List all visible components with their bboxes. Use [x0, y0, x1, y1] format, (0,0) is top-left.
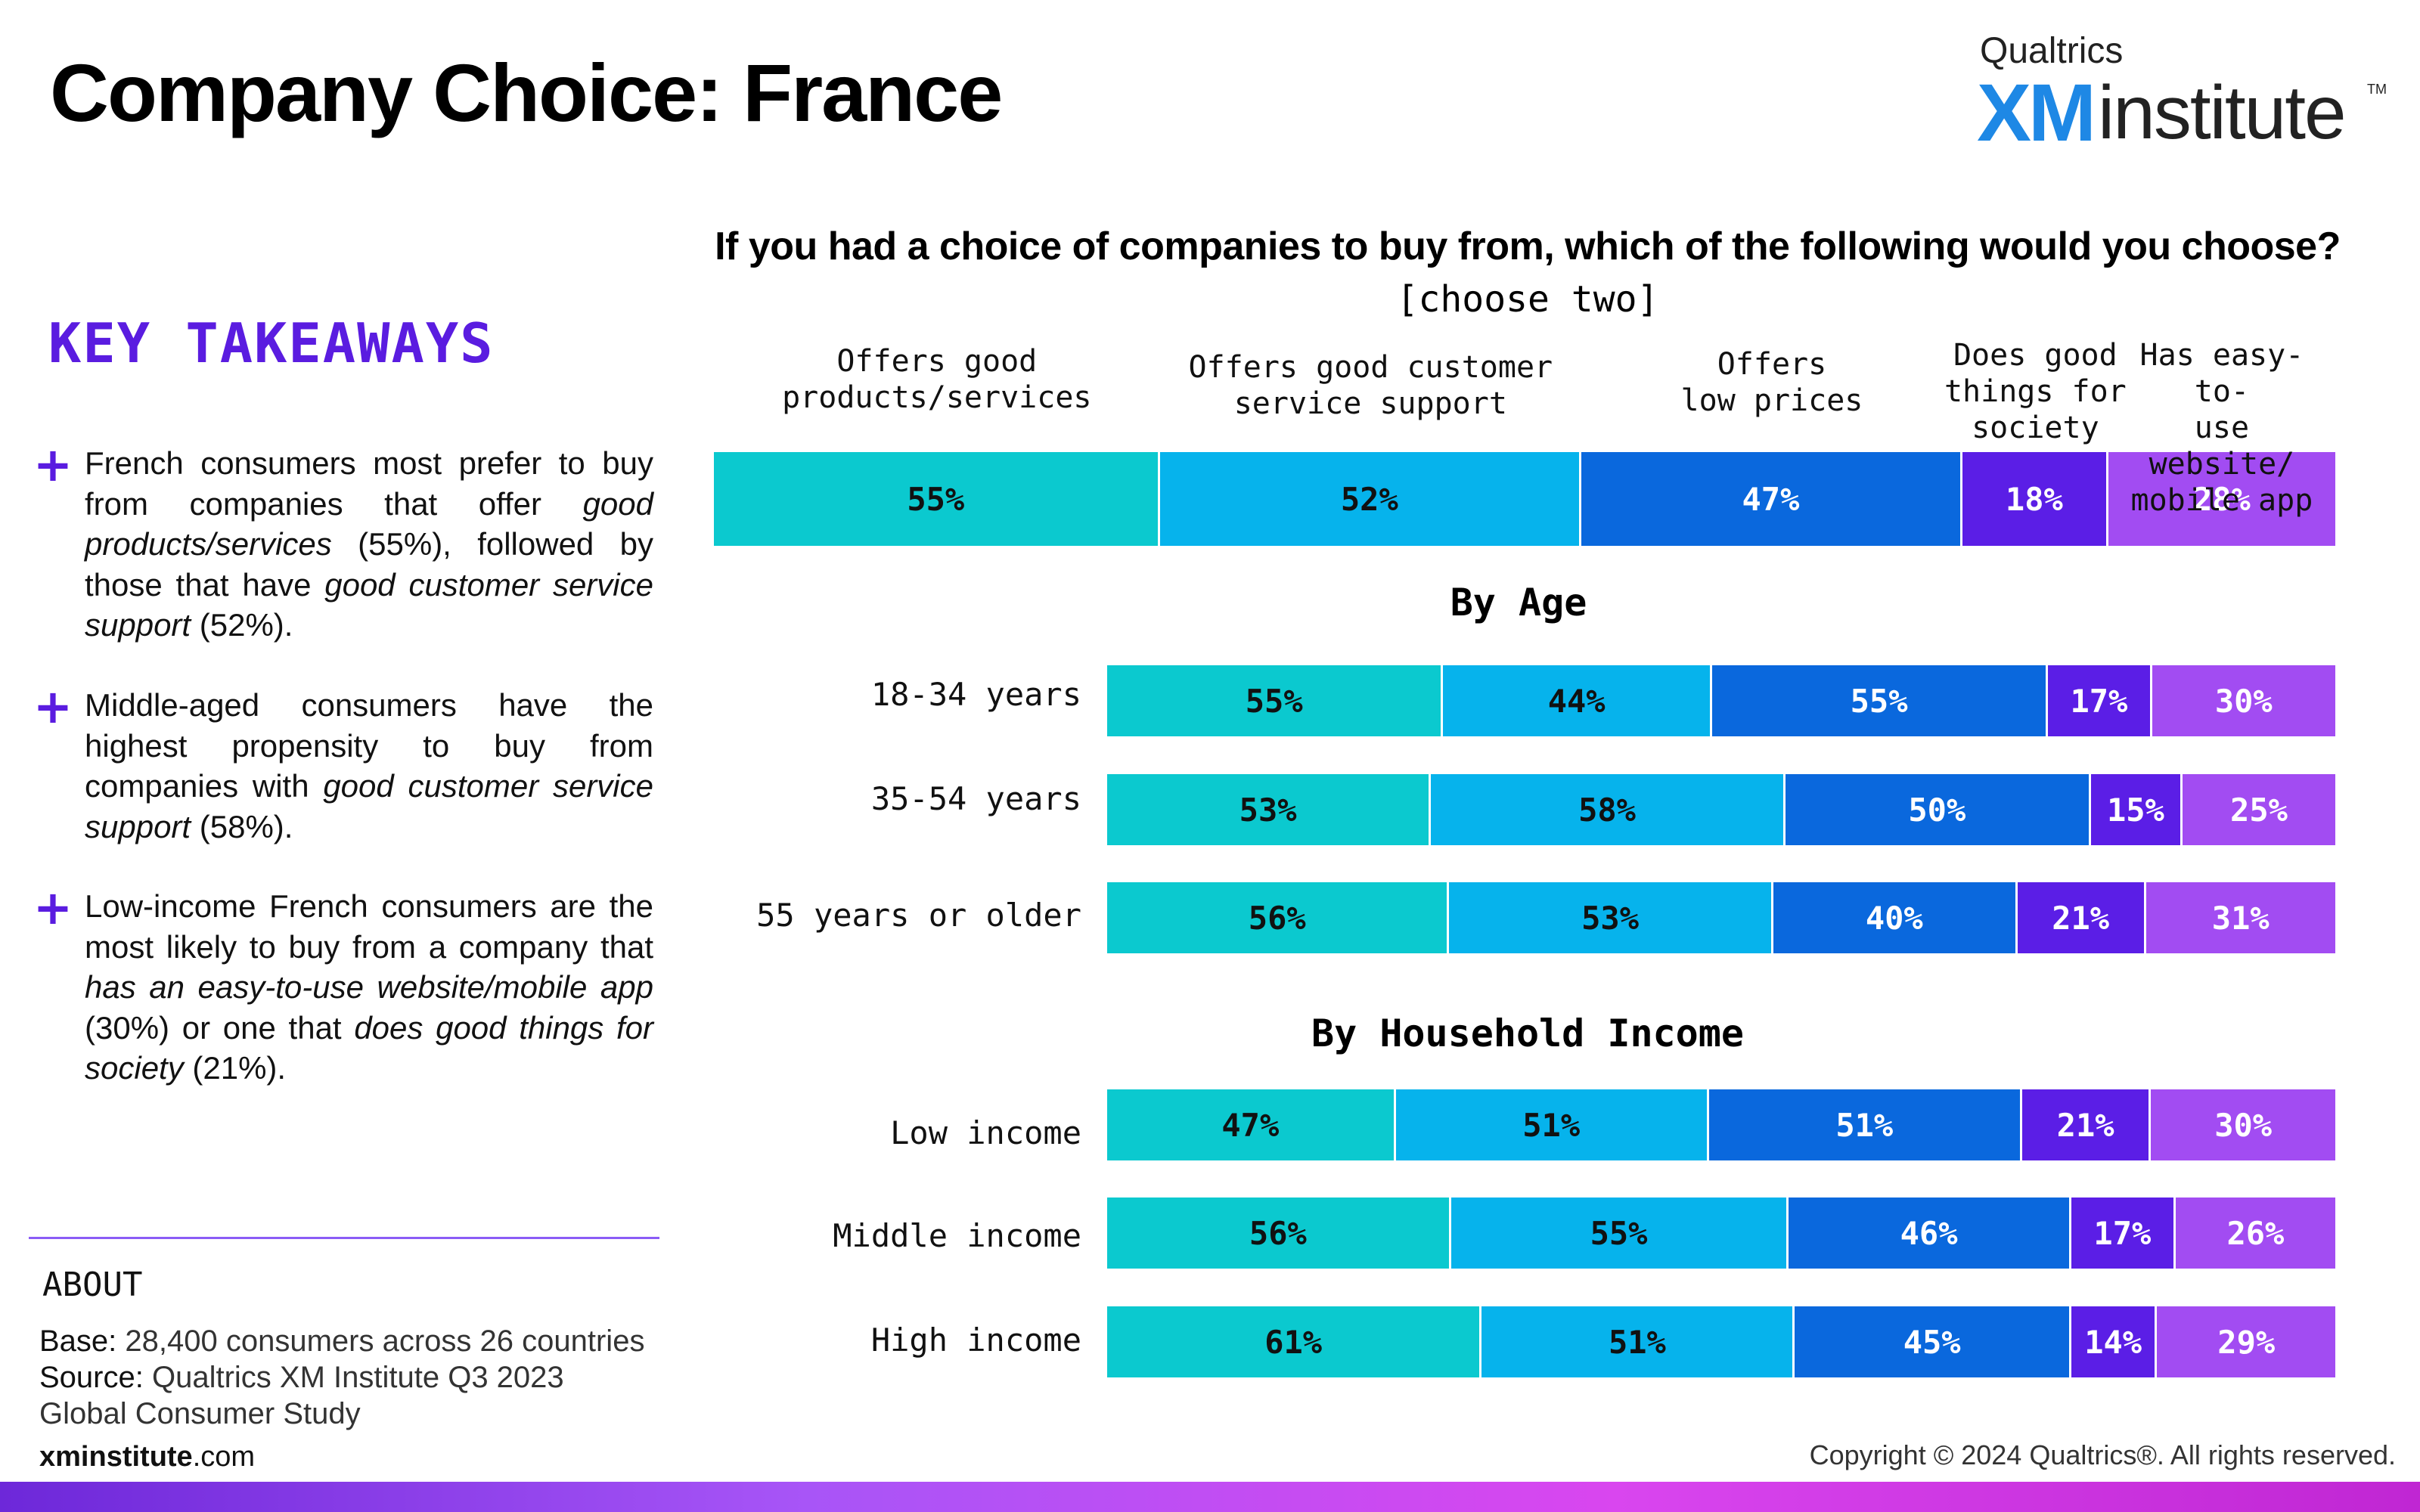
bar-segment: 51% [1395, 1089, 1709, 1160]
site-bold: xminstitute [39, 1441, 193, 1473]
takeaway-segment: good customer service support [85, 768, 653, 844]
group-title: By Age [1450, 581, 1587, 624]
divider [29, 1237, 659, 1239]
bar-segment: 44% [1443, 665, 1712, 736]
takeaway-segment: (21%). [183, 1050, 287, 1086]
bar-segment: 17% [2048, 665, 2152, 736]
bar-segment: 30% [2151, 1089, 2335, 1160]
bar-segment: 17% [2071, 1198, 2176, 1269]
column-header: Does good things for society [1944, 338, 2127, 445]
bar-segment: 55% [714, 452, 1160, 546]
stacked-bar: 61% 51% 45% 14% 29% [1107, 1306, 2335, 1377]
row-label: 35-54 years [870, 780, 1081, 817]
takeaway-segment: good customer service support [85, 566, 653, 643]
takeaway-segment: does good things for society [85, 1009, 654, 1086]
brand-logo-xm: XM [1977, 67, 2096, 158]
bar-segment: 18% [1962, 452, 2108, 546]
bar-segment: 51% [1708, 1089, 2022, 1160]
bar-segment: 52% [1159, 452, 1582, 546]
chart-title: If you had a choice of companies to buy … [715, 225, 2341, 268]
about-base: Base: 28,400 consumers across 26 countri… [39, 1323, 659, 1359]
bar-segment: 25% [2182, 774, 2335, 845]
stacked-bar: 47% 51% 51% 21% 30% [1107, 1089, 2335, 1160]
row-label: High income [870, 1321, 1081, 1359]
base-text: 28,400 consumers across 26 countries [116, 1325, 645, 1358]
bar-segment: 46% [1789, 1198, 2071, 1269]
bar-segment: 21% [2017, 882, 2146, 953]
copyright: Copyright © 2024 Qualtrics®. All rights … [1809, 1439, 2396, 1470]
takeaway-segment: good products/services [85, 485, 653, 562]
stacked-bar: 56% 53% 40% 21% 31% [1107, 882, 2335, 953]
about-source: Source: Qualtrics XM Institute Q3 2023 G… [39, 1359, 659, 1432]
key-takeaways-heading: KEY TAKEAWAYS [48, 311, 495, 375]
takeaway-text: French consumers most prefer to buy from… [85, 443, 653, 646]
bar-segment: 56% [1107, 882, 1450, 953]
bar-segment: 14% [2071, 1306, 2158, 1377]
row-label: 55 years or older [756, 897, 1081, 934]
site-rest: .com [192, 1441, 256, 1473]
takeaway-segment: (52%). [191, 607, 293, 643]
bar-segment: 21% [2021, 1089, 2152, 1160]
column-header: Offers good products/services [782, 344, 1092, 415]
brand-logo-top: Qualtrics [1980, 31, 2124, 71]
takeaway-text: Middle-aged consumers have the highest p… [85, 685, 653, 847]
plus-icon: + [33, 880, 73, 935]
bar-segment: 28% [2108, 452, 2335, 546]
bottom-gradient-band [0, 1482, 2420, 1512]
page-title: Company Choice: France [50, 47, 1003, 138]
source-label: Source: [39, 1361, 144, 1394]
bar-segment: 40% [1773, 882, 2018, 953]
bar-segment: 55% [1450, 1198, 1789, 1269]
takeaway-segment: has an easy-to-use website/mobile app [85, 969, 653, 1005]
takeaway-segment: Low-income French consumers are the most… [85, 888, 653, 965]
bar-segment: 45% [1795, 1306, 2071, 1377]
bar-segment: 61% [1107, 1306, 1482, 1377]
takeaway-segment: (55%), followed by those that have [85, 526, 653, 603]
takeaway-segment: Middle-aged consumers have the highest p… [85, 687, 653, 804]
website-link[interactable]: xminstitute.com [39, 1441, 255, 1473]
stacked-bar: 55% 44% 55% 17% 30% [1107, 665, 2335, 736]
takeaway-segment: (58%). [191, 808, 293, 844]
bar-segment: 30% [2152, 665, 2335, 736]
chart-subtitle: [choose two] [1396, 278, 1659, 321]
takeaway-segment: French consumers most prefer to buy from… [85, 445, 653, 522]
bar-segment: 58% [1431, 774, 1786, 845]
stacked-bar: 56% 55% 46% 17% 26% [1107, 1198, 2335, 1269]
bar-segment: 29% [2157, 1306, 2335, 1377]
row-label: Low income [890, 1114, 1081, 1151]
bar-segment: 15% [2090, 774, 2183, 845]
brand-logo-tm: TM [2367, 82, 2387, 97]
brand-logo-institute: institute [2098, 70, 2347, 155]
takeaway-segment: (30%) or one that [85, 1009, 355, 1046]
bar-segment: 53% [1107, 774, 1432, 845]
bar-segment: 47% [1107, 1089, 1396, 1160]
stacked-bar: 55% 52% 47% 18% 28% [714, 452, 2335, 546]
brand-logo: Qualtrics XM institute TM [1977, 30, 2388, 158]
stacked-bar: 53% 58% 50% 15% 25% [1107, 774, 2335, 845]
bar-segment: 26% [2175, 1198, 2335, 1269]
plus-icon: + [33, 679, 73, 734]
column-header: Offers good customer service support [1188, 350, 1553, 421]
bar-segment: 47% [1581, 452, 1962, 546]
bar-segment: 50% [1785, 774, 2091, 845]
row-label: Middle income [833, 1217, 1081, 1254]
column-header: Has easy-to- use website/ mobile app [2130, 338, 2313, 518]
row-label: 18-34 years [870, 676, 1081, 713]
about-heading: ABOUT [42, 1266, 143, 1304]
bar-segment: 55% [1711, 665, 2049, 736]
takeaway-text: Low-income French consumers are the most… [85, 886, 653, 1089]
source-text: Qualtrics XM Institute Q3 2023 Global Co… [39, 1361, 564, 1430]
base-label: Base: [39, 1325, 117, 1358]
bar-segment: 51% [1481, 1306, 1795, 1377]
column-header: Offers low prices [1680, 347, 1863, 418]
plus-icon: + [33, 437, 73, 492]
bar-segment: 56% [1107, 1198, 1451, 1269]
bar-segment: 53% [1449, 882, 1773, 953]
bar-segment: 55% [1107, 665, 1444, 736]
group-title: By Household Income [1311, 1012, 1744, 1055]
bar-segment: 31% [2145, 882, 2335, 953]
